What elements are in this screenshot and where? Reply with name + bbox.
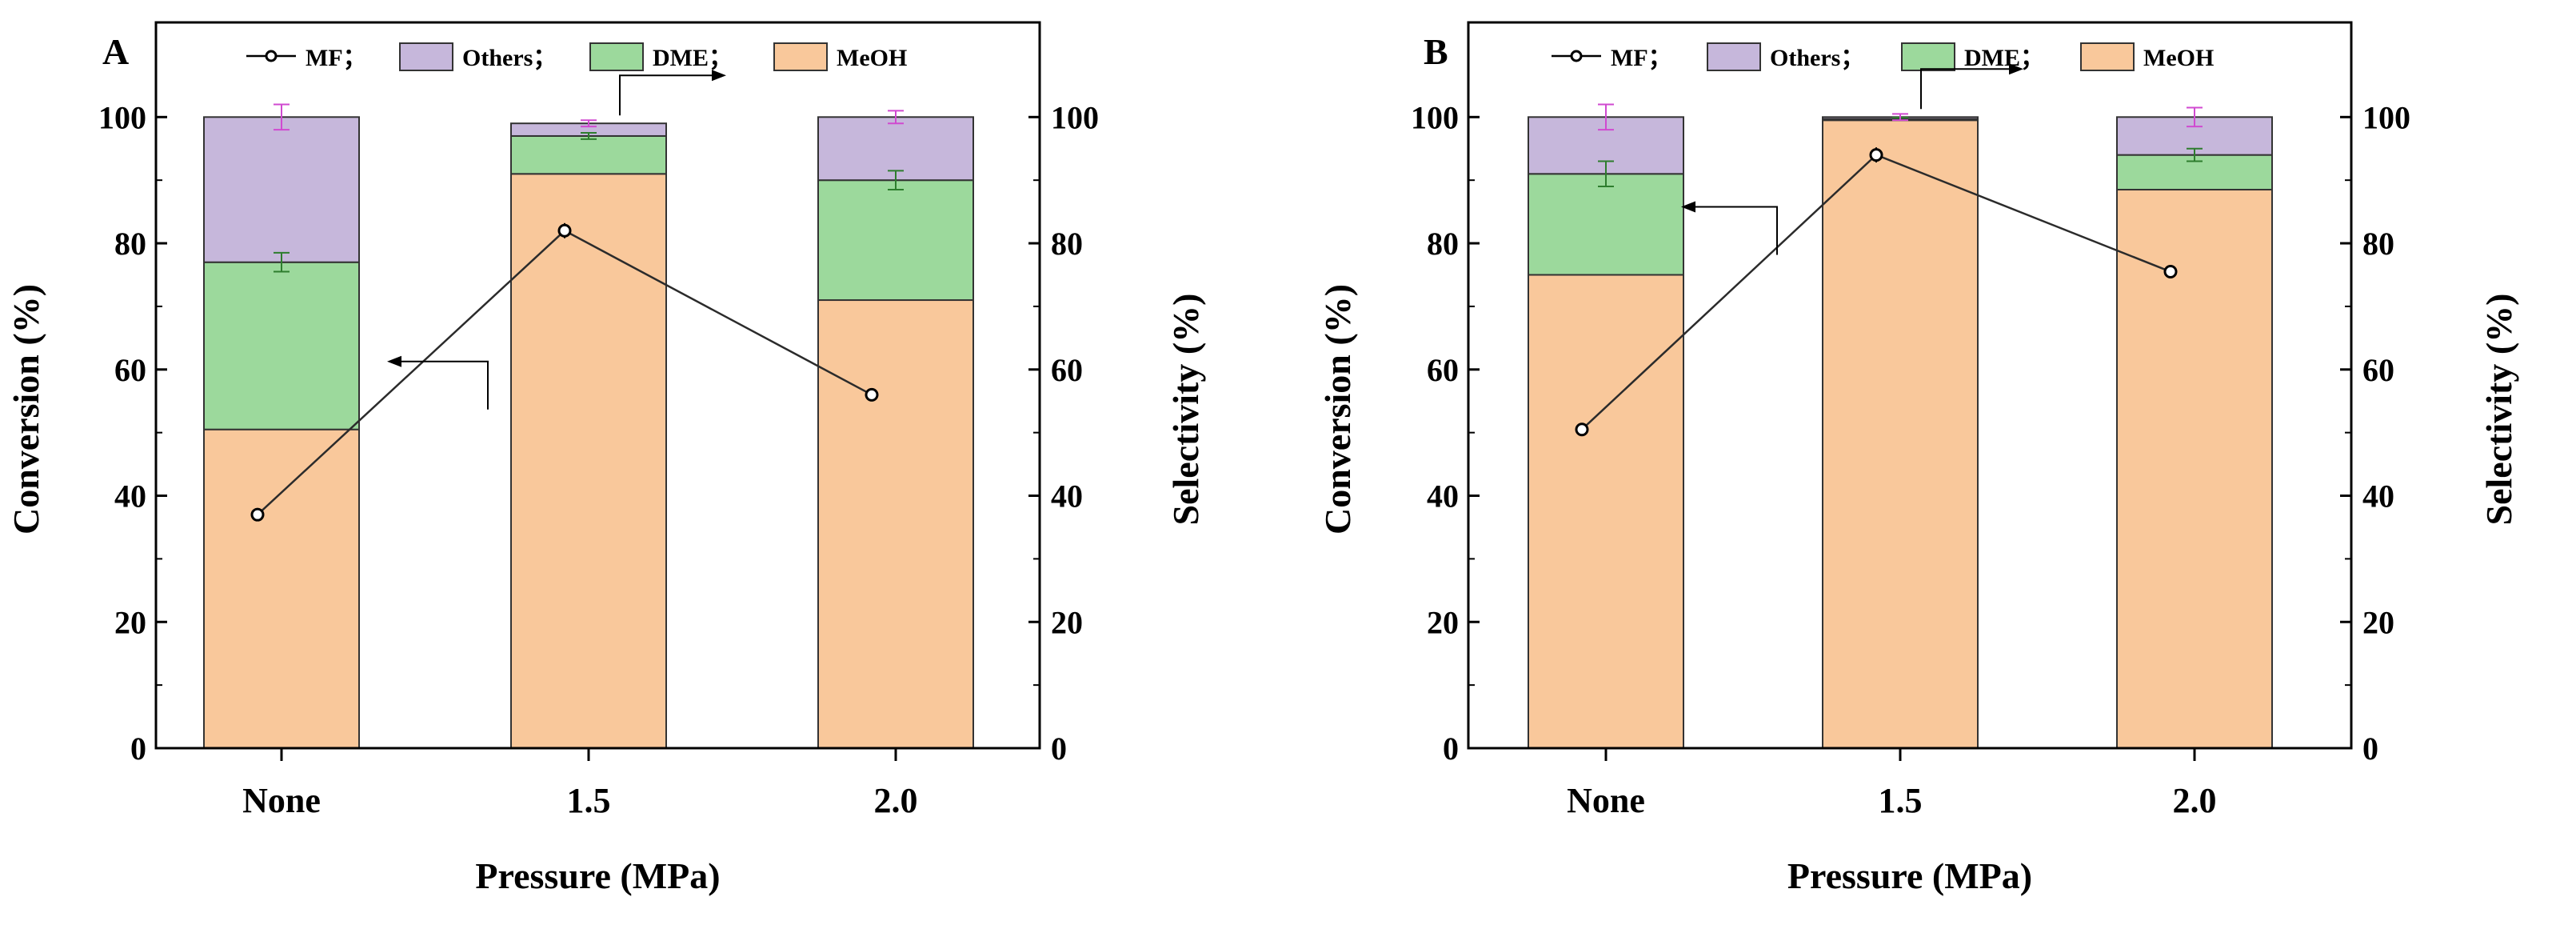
panel-b: 0 20 40 60 80 100 0 20 40 60 80 100 None 1.5 2.0 Pressu…	[1317, 21, 2519, 896]
panel-a: 0 20 40 60 80 100 0 20 40 60 80 100 None 1.5 2.0 Pressu…	[6, 21, 1206, 896]
x-axis-title: Pressure (MPa)	[1787, 855, 2032, 896]
x-category-label: None	[242, 781, 321, 820]
bar-others	[203, 116, 360, 263]
mf-point	[557, 223, 572, 238]
y-tick-label-left: 20	[114, 604, 146, 640]
bar-dme	[203, 261, 360, 430]
y-tick-label-right: 100	[2362, 99, 2410, 135]
legend-dme-label: DME；	[1964, 45, 2044, 71]
arrow-left-annotation	[1695, 206, 1778, 255]
legend-others-label: Others；	[462, 45, 557, 71]
y-tick-label-left: 100	[1411, 99, 1459, 135]
bar-meoh	[2116, 189, 2273, 750]
y-tick-label-left: 0	[1443, 731, 1459, 767]
arrow-right-head	[2009, 63, 2023, 75]
y-axis-title-right: Selectivity (%)	[1165, 294, 1206, 526]
y-tick-label-right: 0	[1051, 731, 1067, 767]
legend-meoh-swatch	[773, 42, 828, 71]
x-category-label: 1.5	[1879, 781, 1923, 820]
bar-meoh	[1528, 274, 1684, 749]
y-tick-label-left: 40	[114, 479, 146, 515]
y-tick-label-left: 100	[98, 99, 146, 135]
y-tick-label-left: 20	[1427, 604, 1459, 640]
y-tick-label-left: 80	[114, 226, 146, 262]
legend-dme-swatch	[1901, 42, 1955, 71]
y-tick-label-left: 60	[1427, 352, 1459, 388]
legend-mf-label: MF；	[306, 45, 367, 71]
y-tick-label-right: 0	[2362, 731, 2378, 767]
arrow-right-annotation	[1920, 68, 2009, 110]
y-axis-title-right: Selectivity (%)	[2478, 294, 2519, 526]
legend-others-swatch	[399, 42, 453, 71]
legend-mf-marker	[1570, 50, 1583, 62]
arrow-left-head	[387, 355, 401, 367]
mf-point	[2163, 265, 2178, 279]
plot-frame	[1467, 21, 2353, 750]
x-axis-title: Pressure (MPa)	[475, 855, 720, 896]
legend-mf-label: MF；	[1611, 45, 1672, 71]
bar-meoh	[1822, 119, 1979, 750]
panel-letter: A	[102, 31, 129, 72]
mf-point	[1869, 148, 1883, 162]
legend-mf-marker	[265, 50, 278, 62]
mf-point	[865, 387, 879, 402]
y-tick-label-left: 60	[114, 352, 146, 388]
x-category-label: 2.0	[2173, 781, 2217, 820]
y-tick-label-right: 20	[1051, 604, 1083, 640]
y-tick-label-right: 100	[1051, 99, 1099, 135]
x-category-label: 2.0	[874, 781, 918, 820]
bar-others	[817, 116, 974, 182]
bar-dme	[510, 134, 667, 175]
legend-dme-swatch	[589, 42, 644, 71]
y-tick-label-left: 0	[130, 731, 146, 767]
legend-dme-label: DME；	[653, 45, 733, 71]
x-category-label: 1.5	[567, 781, 611, 820]
arrow-left-head	[1681, 201, 1695, 213]
bar-dme	[1528, 173, 1684, 276]
legend-others-swatch	[1707, 42, 1761, 71]
y-tick-label-left: 40	[1427, 479, 1459, 515]
x-category-label: None	[1567, 781, 1645, 820]
legend-meoh-swatch	[2080, 42, 2135, 71]
plot-frame	[154, 21, 1041, 750]
mf-point	[250, 507, 265, 522]
arrow-right-head	[712, 70, 726, 82]
y-tick-label-right: 80	[1051, 226, 1083, 262]
legend-others-label: Others；	[1770, 45, 1864, 71]
arrow-left-annotation	[401, 360, 489, 410]
legend-meoh-label: MeOH	[837, 45, 907, 71]
bar-meoh	[817, 299, 974, 750]
y-tick-label-left: 80	[1427, 226, 1459, 262]
panel-letter: B	[1424, 31, 1448, 72]
y-tick-label-right: 60	[1051, 352, 1083, 388]
y-tick-label-right: 40	[1051, 479, 1083, 515]
y-tick-label-right: 60	[2362, 352, 2394, 388]
y-tick-label-right: 40	[2362, 479, 2394, 515]
bar-meoh	[203, 428, 360, 749]
y-axis-title-left: Conversion (%)	[6, 284, 46, 535]
bar-dme	[817, 179, 974, 302]
y-tick-label-right: 80	[2362, 226, 2394, 262]
y-axis-title-left: Conversion (%)	[1317, 284, 1358, 535]
y-tick-label-right: 20	[2362, 604, 2394, 640]
mf-point	[1575, 422, 1589, 437]
arrow-right-annotation	[619, 74, 712, 116]
legend-meoh-label: MeOH	[2143, 45, 2214, 71]
